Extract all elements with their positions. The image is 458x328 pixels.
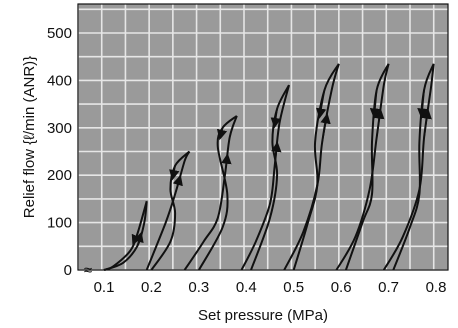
rising-curve-2 <box>145 150 191 271</box>
down-arrow-icon-7 <box>417 89 428 119</box>
y-tick-label: 100 <box>47 215 72 232</box>
up-arrow-icon-3 <box>221 153 232 176</box>
y-tick-labels: 0 100 200 300 400 500 <box>47 25 72 279</box>
hysteresis-loop-7 <box>382 63 435 271</box>
down-arrow-icon-5 <box>315 89 327 119</box>
down-arrow-icon-4 <box>270 108 282 129</box>
hysteresis-loop-6 <box>335 63 390 271</box>
x-tick-label: 0.8 <box>426 279 447 296</box>
falling-curve-6 <box>344 63 390 271</box>
hysteresis-loop-2 <box>145 150 191 271</box>
plot-background <box>78 4 448 270</box>
plot-frame <box>77 3 449 271</box>
y-tick-label: 500 <box>47 25 72 42</box>
y-axis-title: Relief flow {ℓ/min (ANR)} <box>21 56 38 218</box>
rising-curve-7 <box>382 63 435 271</box>
x-tick-labels: 0.1 0.2 0.3 0.4 0.5 0.6 0.7 0.8 <box>94 279 447 296</box>
down-arrow-icon-3 <box>216 127 228 141</box>
x-tick-label: 0.6 <box>331 279 352 296</box>
falling-curve-5 <box>292 63 340 271</box>
falling-curve-7 <box>392 63 435 271</box>
hysteresis-loop-4 <box>240 84 290 271</box>
down-arrow-icon-6 <box>369 89 381 119</box>
x-axis-title: Set pressure (MPa) <box>198 307 328 324</box>
series-group <box>103 63 435 271</box>
up-arrow-icon-5 <box>320 112 331 143</box>
x-tick-label: 0.4 <box>236 279 257 296</box>
rising-curve-5 <box>283 63 340 271</box>
x-tick-label: 0.3 <box>188 279 209 296</box>
hysteresis-loop-1 <box>103 201 148 271</box>
y-tick-label: 0 <box>64 262 72 279</box>
x-tick-label: 0.7 <box>378 279 399 296</box>
rising-curve-6 <box>335 63 390 271</box>
x-tick-label: 0.1 <box>94 279 115 296</box>
falling-curve-3 <box>198 115 238 271</box>
x-tick-label: 0.2 <box>141 279 162 296</box>
hysteresis-loop-5 <box>283 63 340 271</box>
rising-curve-3 <box>183 115 238 271</box>
down-arrow-icon-1 <box>131 233 142 246</box>
falling-curve-1 <box>103 201 148 271</box>
y-tick-label: 300 <box>47 120 72 137</box>
y-tick-label: 400 <box>47 72 72 89</box>
down-arrow-icon-2 <box>169 165 180 181</box>
x-tick-label: 0.5 <box>283 279 304 296</box>
falling-curve-2 <box>150 150 191 271</box>
grid <box>77 4 448 271</box>
y-tick-label: 200 <box>47 167 72 184</box>
hysteresis-loop-3 <box>183 115 238 271</box>
axis-break-symbol: ≈ <box>84 262 92 279</box>
up-arrow-icon-4 <box>271 141 282 166</box>
